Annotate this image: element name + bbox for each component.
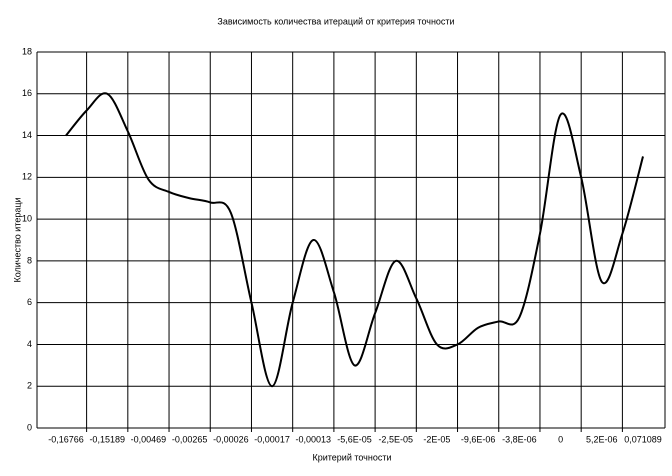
y-tick-label: 16 [22,88,32,98]
x-tick-label: -0,15189 [89,434,125,444]
x-tick-label: -0,00469 [131,434,167,444]
x-tick-label: -0,00026 [213,434,249,444]
y-tick-label: 8 [27,255,32,265]
y-tick-label: 6 [27,297,32,307]
y-tick-label: 18 [22,46,32,56]
x-tick-label: -0,00013 [296,434,332,444]
y-tick-label: 14 [22,130,32,140]
chart-title: Зависимость количества итераций от крите… [217,16,454,26]
x-tick-label: -0,00017 [254,434,290,444]
y-axis-title: Количество итераци [12,197,22,282]
x-tick-label: -3,8E-06 [502,434,537,444]
x-tick-label: 0,071089 [624,434,662,444]
data-line [65,92,644,388]
x-tick-label: -5,6E-05 [337,434,372,444]
x-tick-label: -0,00265 [172,434,208,444]
x-tick-label: 0 [558,434,563,444]
y-tick-label: 12 [22,172,32,182]
y-tick-label: 10 [22,213,32,223]
y-tick-label: 2 [27,381,32,391]
x-tick-label: -9,6E-06 [461,434,496,444]
y-tick-label: 4 [27,339,32,349]
y-tick-label: 0 [27,422,32,432]
x-tick-label: -2E-05 [423,434,450,444]
x-tick-label: -0,16766 [48,434,84,444]
x-tick-label: 5,2E-06 [586,434,618,444]
x-axis-title: Критерий точности [312,452,391,462]
x-tick-label: -2,5E-05 [378,434,413,444]
